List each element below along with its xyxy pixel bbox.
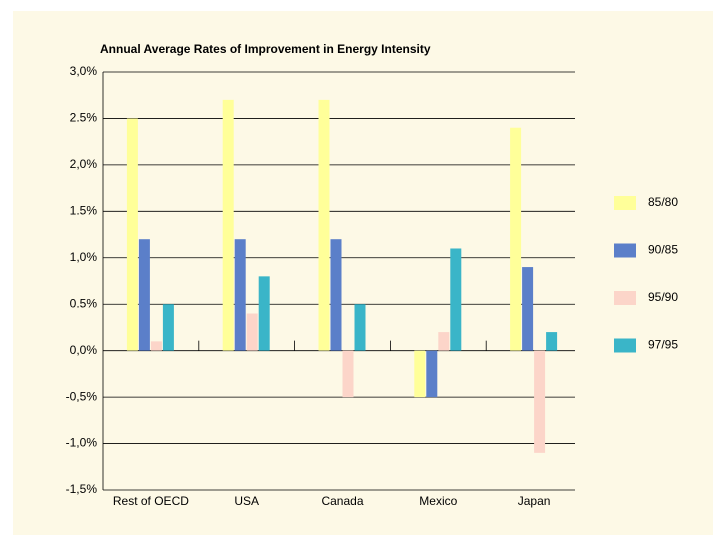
bar (438, 332, 450, 351)
x-tick-label: Canada (321, 494, 363, 508)
bar (450, 248, 462, 351)
bar (234, 239, 246, 351)
bar (162, 304, 174, 351)
y-tick-label: 2.5% (70, 111, 98, 125)
legend-label: 95/90 (648, 290, 678, 304)
chart-title: Annual Average Rates of Improvement in E… (100, 42, 431, 56)
legend-label: 97/95 (648, 338, 678, 352)
x-tick-label: USA (234, 494, 259, 508)
y-tick-label: 2,0% (70, 157, 98, 171)
legend-swatch (614, 291, 636, 305)
y-tick-label: 1,0% (70, 250, 98, 264)
bar (318, 99, 330, 351)
bar (126, 118, 138, 351)
bar (342, 350, 354, 398)
bar (426, 350, 438, 398)
y-tick-label: -1,0% (66, 436, 98, 450)
y-tick-label: 1.5% (70, 204, 98, 218)
y-tick-label: 0.5% (70, 296, 98, 310)
x-tick-label: Rest of OECD (113, 494, 189, 508)
bar (414, 350, 426, 398)
bar (534, 350, 546, 453)
legend-swatch (614, 338, 636, 353)
x-tick-label: Japan (518, 494, 551, 508)
bar (510, 127, 522, 351)
bar (546, 332, 558, 351)
legend-swatch (614, 196, 636, 210)
y-tick-label: 3,0% (70, 64, 98, 78)
bar (258, 276, 270, 351)
bar (222, 99, 234, 351)
bar (138, 239, 150, 351)
bar (330, 239, 342, 351)
y-tick-label: 0,0% (70, 343, 98, 357)
legend-label: 85/80 (648, 195, 678, 209)
y-tick-label: -0,5% (66, 389, 98, 403)
bar (354, 304, 366, 351)
x-tick-label: Mexico (419, 494, 457, 508)
chart-panel (13, 11, 713, 535)
y-tick-label: -1,5% (66, 482, 98, 496)
bar (522, 267, 534, 351)
bar (150, 341, 162, 351)
bar (246, 313, 258, 351)
legend-swatch (614, 243, 636, 258)
legend-label: 90/85 (648, 243, 678, 257)
